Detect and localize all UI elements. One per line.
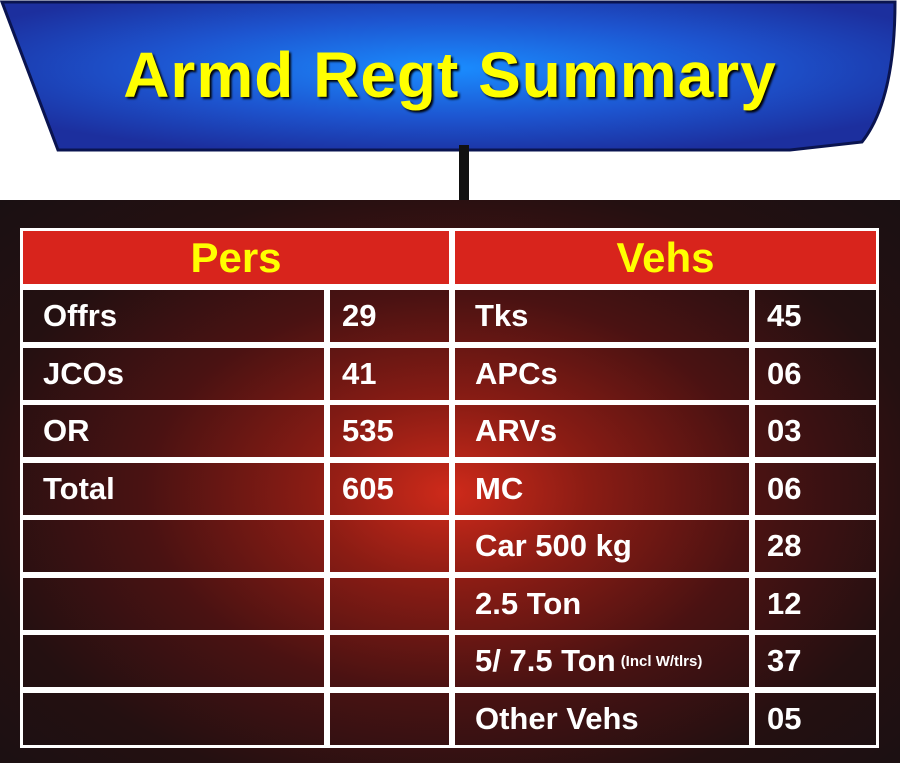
pers-value-cell: 605 <box>327 460 452 518</box>
vehs-label-cell-text: Car 500 kg <box>475 528 632 563</box>
pers-label-cell <box>20 690 327 748</box>
sign-post <box>459 145 469 202</box>
vehs-value-cell: 28 <box>752 517 879 575</box>
pers-label-cell: Total <box>20 460 327 518</box>
vehs-note-text: (Incl W/tlrs) <box>620 652 703 670</box>
vehs-label-cell-text: Other Vehs <box>475 701 639 736</box>
pers-value-cell-text: 605 <box>342 471 394 506</box>
pers-label-cell: OR <box>20 402 327 460</box>
vehs-value-cell-text: 45 <box>767 298 802 333</box>
vehs-label-cell: Tks <box>452 287 752 345</box>
vehs-value-cell: 03 <box>752 402 879 460</box>
vehs-value-cell: 06 <box>752 345 879 403</box>
title-banner: Armd Regt Summary <box>0 0 900 160</box>
vehs-value-cell-text: 05 <box>767 701 802 736</box>
pers-label-cell <box>20 632 327 690</box>
pers-label-cell-text: Total <box>43 471 115 506</box>
vehs-value-cell-text: 37 <box>767 643 802 678</box>
vehs-value-cell-text: 06 <box>767 356 802 391</box>
page-title: Armd Regt Summary <box>123 39 777 111</box>
pers-header: Pers <box>20 228 452 287</box>
vehs-label-cell-text: Tks <box>475 298 529 333</box>
vehs-label-cell: MC <box>452 460 752 518</box>
vehs-label-cell: ARVs <box>452 402 752 460</box>
pers-value-cell: 41 <box>327 345 452 403</box>
vehs-header: Vehs <box>452 228 879 287</box>
pers-label-cell-text: Offrs <box>43 298 118 333</box>
vehs-label-cell-text: APCs <box>475 356 558 391</box>
pers-value-cell <box>327 575 452 633</box>
pers-value-cell-text: 41 <box>342 356 377 391</box>
vehs-label-cell: Other Vehs <box>452 690 752 748</box>
vehs-value-cell-text: 28 <box>767 528 802 563</box>
pers-value-cell: 535 <box>327 402 452 460</box>
pers-value-cell <box>327 632 452 690</box>
pers-label-cell <box>20 575 327 633</box>
pers-label-cell: JCOs <box>20 345 327 403</box>
vehs-label-cell: Car 500 kg <box>452 517 752 575</box>
banner-shape <box>0 0 897 152</box>
pers-label-cell <box>20 517 327 575</box>
pers-label-cell: Offrs <box>20 287 327 345</box>
vehs-label-cell-text: ARVs <box>475 413 558 448</box>
vehs-label-cell: 2.5 Ton <box>452 575 752 633</box>
vehs-value-cell: 05 <box>752 690 879 748</box>
vehs-value-cell-text: 06 <box>767 471 802 506</box>
pers-value-cell <box>327 690 452 748</box>
pers-value-cell-text: 535 <box>342 413 394 448</box>
pers-value-cell <box>327 517 452 575</box>
vehs-label-cell-text: MC <box>475 471 524 506</box>
pers-value-cell: 29 <box>327 287 452 345</box>
vehs-value-cell: 06 <box>752 460 879 518</box>
pers-value-cell-text: 29 <box>342 298 377 333</box>
vehs-value-cell: 37 <box>752 632 879 690</box>
vehs-value-cell: 45 <box>752 287 879 345</box>
vehs-label-cell: 5/ 7.5 Ton (Incl W/tlrs) <box>452 632 752 690</box>
pers-label-cell-text: OR <box>43 413 90 448</box>
vehs-value-cell-text: 12 <box>767 586 802 621</box>
pers-label-cell-text: JCOs <box>43 356 124 391</box>
vehs-label-cell-text: 2.5 Ton <box>475 586 582 621</box>
vehs-label-cell: APCs <box>452 345 752 403</box>
vehs-label-cell-text: 5/ 7.5 Ton <box>475 643 616 678</box>
vehs-value-cell: 12 <box>752 575 879 633</box>
vehs-value-cell-text: 03 <box>767 413 802 448</box>
